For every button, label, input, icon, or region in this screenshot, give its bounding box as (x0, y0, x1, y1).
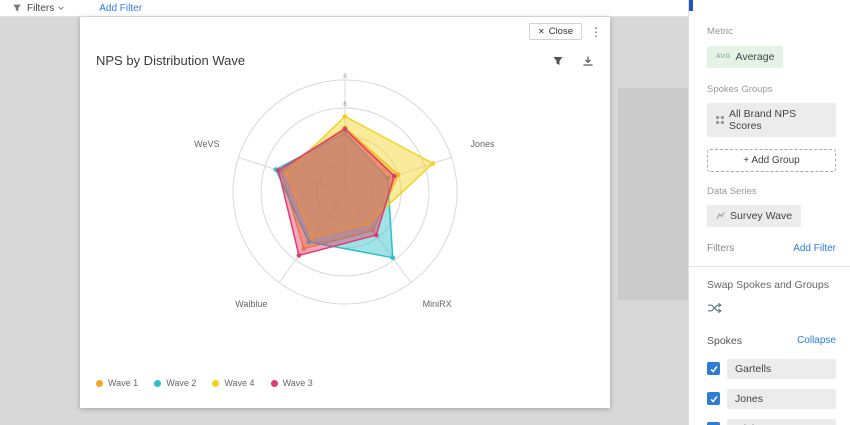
spoke-label[interactable]: MiniRX (727, 418, 836, 425)
close-label: Close (548, 26, 573, 37)
radar-point (296, 253, 302, 258)
radar-category-label: MiniRX (423, 299, 452, 309)
spoke-checkbox[interactable] (707, 362, 720, 375)
radar-category-label: Jones (471, 139, 496, 149)
radar-tick-label: 2 (343, 157, 347, 164)
metric-agg-label: AVG (716, 53, 731, 60)
radar-category-label: Gartells (329, 57, 361, 58)
chart-toolbar (552, 55, 594, 67)
grid-icon (716, 115, 724, 124)
radar-point (385, 175, 390, 181)
collapse-link[interactable]: Collapse (797, 335, 836, 346)
radar-point (370, 228, 376, 233)
chart-modal: ✕ Close ⋮ NPS by Distribution Wave Garte… (80, 17, 610, 408)
spoke-label[interactable]: Jones (727, 388, 836, 409)
radar-point (301, 246, 307, 251)
legend-label: Wave 1 (108, 378, 139, 388)
spoke-row: Jones (707, 388, 836, 409)
metric-chip[interactable]: AVG Average (707, 45, 784, 68)
radar-point (342, 114, 348, 119)
radar-series-wave-2 (275, 132, 394, 259)
filters-menu[interactable]: Filters (27, 2, 55, 14)
chart-filter-icon[interactable] (552, 55, 564, 67)
download-icon[interactable] (582, 55, 594, 67)
chart-title: NPS by Distribution Wave (96, 53, 246, 68)
chart-legend: Wave 1 Wave 2 Wave 4 Wave 3 (96, 378, 313, 388)
spokes-groups-value: All Brand NPS Scores (729, 107, 797, 132)
legend-dot (270, 379, 278, 387)
background-panel (618, 88, 688, 300)
legend-item[interactable]: Wave 4 (212, 378, 255, 388)
metric-label: Metric (707, 26, 733, 37)
spokes-header-row: Spokes Collapse (707, 335, 836, 347)
radar-point (395, 172, 401, 177)
legend-item[interactable]: Wave 2 (154, 378, 196, 388)
spoke-row: Gartells (707, 358, 836, 379)
radar-point (306, 239, 312, 245)
spokes-groups-label: Spokes Groups (707, 83, 773, 95)
radar-series-wave-4 (285, 115, 434, 239)
config-sidebar: Metric AVG Average Spokes Groups All Bra… (688, 0, 850, 425)
spoke-checkbox[interactable] (707, 422, 720, 425)
data-series-label: Data Series (707, 185, 757, 197)
sidebar-filters-label: Filters (707, 242, 735, 254)
divider (689, 265, 850, 267)
legend-dot (154, 379, 162, 387)
radar-point (276, 168, 281, 173)
swap-spokes-label: Swap Spokes and Groups (707, 278, 829, 291)
add-filter-link[interactable]: Add Filter (99, 2, 143, 14)
radar-category-label: WeVS (194, 139, 219, 149)
scroll-indicator[interactable] (689, 0, 693, 11)
radar-tick-label: 6 (343, 101, 347, 108)
filter-icon (12, 3, 22, 13)
radar-point (390, 255, 396, 260)
close-icon: ✕ (538, 27, 545, 36)
radar-point (342, 130, 348, 136)
radar-point (373, 232, 379, 238)
legend-label: Wave 3 (282, 378, 313, 388)
close-button[interactable]: ✕ Close (529, 23, 582, 40)
radar-tick-label: 8 (343, 73, 347, 80)
radar-point (342, 126, 348, 132)
topbar: Filters Add Filter (0, 0, 688, 17)
spokes-label: Spokes (707, 334, 743, 347)
radar-series-wave-3 (277, 128, 396, 257)
spoke-row: MiniRX (707, 418, 836, 425)
chart-header: NPS by Distribution Wave (96, 53, 594, 68)
legend-item[interactable]: Wave 1 (96, 378, 138, 388)
legend-item[interactable]: Wave 3 (270, 378, 313, 388)
radar-axis (238, 156, 346, 193)
legend-label: Wave 4 (224, 378, 255, 388)
modal-controls: ✕ Close ⋮ (529, 23, 604, 40)
radar-point (284, 170, 289, 176)
radar-chart: GartellsJonesMiniRXWalblueWeVS2468 (194, 57, 496, 309)
data-series-value: Survey Wave (730, 209, 793, 222)
filters-row: Filters Add Filter (707, 243, 836, 254)
radar-point (365, 221, 371, 227)
legend-label: Wave 2 (166, 378, 197, 388)
radar-point (430, 161, 436, 166)
series-icon (716, 211, 725, 220)
legend-dot (212, 379, 220, 387)
legend-dot (96, 379, 103, 387)
kebab-menu-icon[interactable]: ⋮ (590, 24, 602, 39)
metric-value: Average (735, 50, 775, 63)
add-group-button[interactable]: + Add Group (707, 148, 836, 172)
spokes-groups-chip[interactable]: All Brand NPS Scores (707, 102, 836, 137)
radar-point (391, 173, 397, 179)
chevron-down-icon (57, 4, 65, 12)
sidebar-add-filter-link[interactable]: Add Filter (793, 242, 836, 254)
radar-axis (344, 191, 412, 283)
data-series-chip[interactable]: Survey Wave (707, 204, 802, 227)
spoke-checkbox[interactable] (707, 392, 720, 405)
radar-category-label: Walblue (235, 299, 267, 309)
radar-point (309, 235, 315, 240)
swap-icon[interactable] (707, 301, 722, 319)
spoke-label[interactable]: Gartells (727, 358, 836, 379)
